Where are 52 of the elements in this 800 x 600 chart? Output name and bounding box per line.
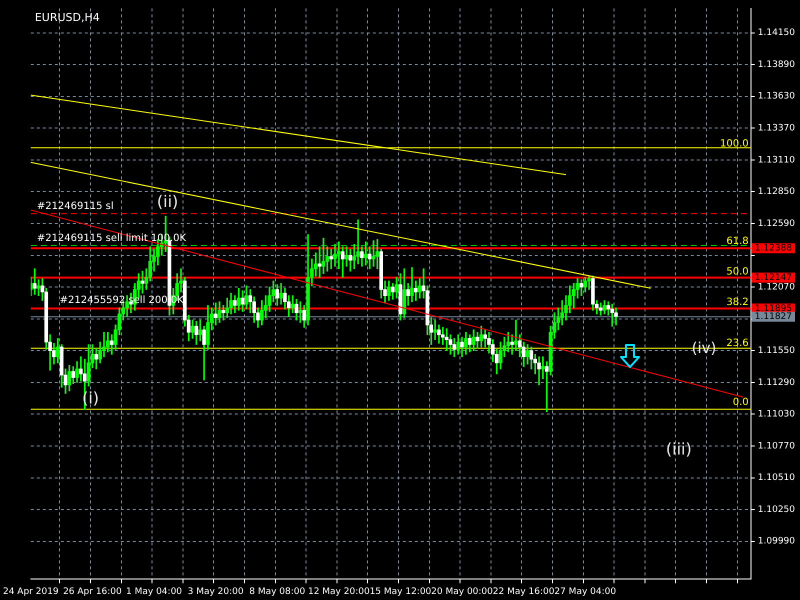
annotation: 38.2 [726,296,749,308]
annotation: (ii) [156,192,178,212]
y-tick-label: 1.12590 [758,218,796,229]
x-tick-label: 24 Apr 2019 [2,586,59,597]
candlestick [410,267,414,302]
annotation: 100.0 [720,138,749,150]
y-tick-label: 1.14150 [758,28,796,38]
y-tick-label: 1.11030 [758,410,796,420]
candlestick [537,356,541,386]
candlestick [140,270,144,294]
ref-line-label: #212469115 sl [36,201,114,212]
candlestick [614,308,618,326]
y-tick-label: 1.12850 [758,187,796,198]
y-tick-label: 1.13890 [758,60,796,70]
candlestick [318,246,322,278]
chart-title: EURUSD,H4 [34,10,100,24]
y-tick-label: 1.13630 [758,92,796,102]
ref-line-label: 1.12388 [754,244,792,254]
candlestick [344,246,348,267]
x-tick-label: 26 Apr 16:00 [63,586,122,597]
y-tick-label: 1.10770 [758,441,796,452]
candlestick [476,332,480,349]
y-tick-label: 1.13110 [758,155,796,166]
x-tick-label: 27 May 04:00 [554,586,616,597]
candlestick [279,283,283,305]
y-tick-label: 1.13370 [758,124,796,134]
candlestick [372,240,376,267]
y-tick-label: 1.09990 [758,536,796,547]
x-tick-label: 20 May 00:00 [431,586,494,597]
annotation: 0.0 [732,396,749,408]
ref-line-label: 1.11895 [754,304,792,314]
ref-line-label: 1.11827 [754,312,792,322]
ref-line-label: 1.12147 [754,273,792,284]
candlestick [433,320,437,340]
y-tick-label: 1.10250 [758,504,796,515]
annotation: 61.8 [726,236,749,247]
x-tick-label: 22 May 16:00 [492,586,555,597]
x-tick-label: 12 May 20:00 [308,586,370,597]
x-tick-label: 8 May 08:00 [249,586,306,597]
x-tick-label: 15 May 12:00 [370,586,432,597]
candlestick [36,279,40,296]
y-tick-label: 1.10510 [758,473,796,484]
annotation: 23.6 [726,338,749,350]
annotation: (iii) [666,439,692,458]
x-tick-label: 3 May 20:00 [188,586,244,597]
annotation: 50.0 [726,266,749,278]
y-tick-label: 1.11550 [758,346,796,356]
y-tick-label: 1.12070 [758,282,796,292]
candlestick [514,320,518,351]
x-tick-label: 1 May 04:00 [126,586,182,597]
y-tick-label: 1.11290 [758,378,796,388]
candlestick [322,238,326,274]
